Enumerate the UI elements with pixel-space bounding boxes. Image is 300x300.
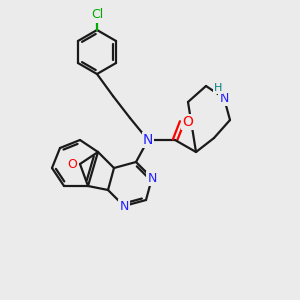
Text: Cl: Cl: [91, 8, 103, 22]
Text: H: H: [214, 83, 222, 93]
Text: N: N: [143, 133, 153, 147]
Text: O: O: [67, 158, 77, 170]
Text: N: N: [119, 200, 129, 212]
Text: O: O: [183, 115, 194, 129]
Text: N: N: [147, 172, 157, 184]
Text: N: N: [219, 92, 229, 104]
